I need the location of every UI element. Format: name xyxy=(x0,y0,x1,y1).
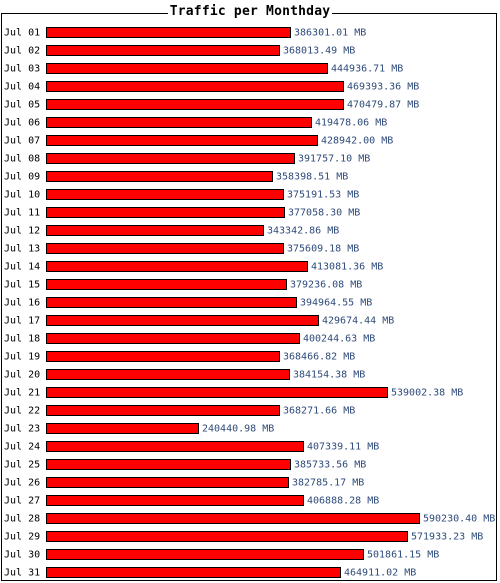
value-label: 539002.38 MB xyxy=(391,388,463,399)
day-label: Jul 26 xyxy=(4,478,40,489)
value-label: 382785.17 MB xyxy=(292,478,364,489)
day-label: Jul 04 xyxy=(4,82,40,93)
value-label: 407339.11 MB xyxy=(307,442,379,453)
value-label: 394964.55 MB xyxy=(300,298,372,309)
value-label: 368271.66 MB xyxy=(283,406,355,417)
day-label: Jul 30 xyxy=(4,550,40,561)
traffic-bar xyxy=(46,513,420,524)
day-label: Jul 23 xyxy=(4,424,40,435)
day-label: Jul 15 xyxy=(4,280,40,291)
traffic-bar xyxy=(46,297,297,308)
value-label: 358398.51 MB xyxy=(276,172,348,183)
traffic-bar xyxy=(46,207,285,218)
value-label: 386301.01 MB xyxy=(294,28,366,39)
day-label: Jul 11 xyxy=(4,208,40,219)
value-label: 375191.53 MB xyxy=(287,190,359,201)
traffic-bar xyxy=(46,315,319,326)
day-label: Jul 17 xyxy=(4,316,40,327)
day-label: Jul 06 xyxy=(4,118,40,129)
value-label: 406888.28 MB xyxy=(307,496,379,507)
day-label: Jul 12 xyxy=(4,226,40,237)
value-label: 377058.30 MB xyxy=(288,208,360,219)
day-label: Jul 09 xyxy=(4,172,40,183)
traffic-bar xyxy=(46,441,304,452)
day-label: Jul 27 xyxy=(4,496,40,507)
value-label: 464911.02 MB xyxy=(344,568,416,579)
value-label: 590230.40 MB xyxy=(423,514,495,525)
day-label: Jul 18 xyxy=(4,334,40,345)
traffic-bar xyxy=(46,225,264,236)
day-label: Jul 22 xyxy=(4,406,40,417)
value-label: 375609.18 MB xyxy=(287,244,359,255)
traffic-bar xyxy=(46,171,273,182)
value-label: 385733.56 MB xyxy=(294,460,366,471)
traffic-bar xyxy=(46,333,300,344)
day-label: Jul 05 xyxy=(4,100,40,111)
day-label: Jul 13 xyxy=(4,244,40,255)
day-label: Jul 03 xyxy=(4,64,40,75)
day-label: Jul 07 xyxy=(4,136,40,147)
traffic-bar xyxy=(46,387,388,398)
value-label: 413081.36 MB xyxy=(311,262,383,273)
day-label: Jul 08 xyxy=(4,154,40,165)
value-label: 428942.00 MB xyxy=(321,136,393,147)
day-label: Jul 14 xyxy=(4,262,40,273)
traffic-bar xyxy=(46,153,295,164)
day-label: Jul 16 xyxy=(4,298,40,309)
traffic-bar xyxy=(46,27,291,38)
value-label: 419478.06 MB xyxy=(315,118,387,129)
value-label: 469393.36 MB xyxy=(347,82,419,93)
day-label: Jul 10 xyxy=(4,190,40,201)
value-label: 501861.15 MB xyxy=(367,550,439,561)
traffic-bar xyxy=(46,495,304,506)
traffic-bar xyxy=(46,369,290,380)
traffic-bar xyxy=(46,531,408,542)
value-label: 368466.82 MB xyxy=(283,352,355,363)
traffic-bar xyxy=(46,459,291,470)
day-label: Jul 25 xyxy=(4,460,40,471)
day-label: Jul 19 xyxy=(4,352,40,363)
traffic-bar xyxy=(46,243,284,254)
day-label: Jul 29 xyxy=(4,532,40,543)
traffic-bar xyxy=(46,279,287,290)
day-label: Jul 31 xyxy=(4,568,40,579)
traffic-bar xyxy=(46,351,280,362)
value-label: 368013.49 MB xyxy=(283,46,355,57)
day-label: Jul 02 xyxy=(4,46,40,57)
traffic-bar xyxy=(46,63,328,74)
value-label: 429674.44 MB xyxy=(322,316,394,327)
traffic-bar xyxy=(46,189,284,200)
traffic-bar xyxy=(46,549,364,560)
traffic-bar xyxy=(46,45,280,56)
day-label: Jul 20 xyxy=(4,370,40,381)
traffic-bar xyxy=(46,405,280,416)
value-label: 384154.38 MB xyxy=(293,370,365,381)
day-label: Jul 24 xyxy=(4,442,40,453)
traffic-bar xyxy=(46,117,312,128)
traffic-bar xyxy=(46,423,199,434)
traffic-bar xyxy=(46,261,308,272)
value-label: 571933.23 MB xyxy=(411,532,483,543)
value-label: 400244.63 MB xyxy=(303,334,375,345)
value-label: 470479.87 MB xyxy=(347,100,419,111)
value-label: 444936.71 MB xyxy=(331,64,403,75)
value-label: 343342.86 MB xyxy=(267,226,339,237)
traffic-bar xyxy=(46,477,289,488)
traffic-bar xyxy=(46,135,318,146)
value-label: 240440.98 MB xyxy=(202,424,274,435)
day-label: Jul 01 xyxy=(4,28,40,39)
chart-title: Traffic per Monthday xyxy=(167,4,333,19)
value-label: 379236.08 MB xyxy=(290,280,362,291)
day-label: Jul 21 xyxy=(4,388,40,399)
traffic-bar xyxy=(46,99,344,110)
traffic-bar xyxy=(46,81,344,92)
chart-title-wrap: Traffic per Monthday xyxy=(0,4,500,19)
value-label: 391757.10 MB xyxy=(298,154,370,165)
day-label: Jul 28 xyxy=(4,514,40,525)
traffic-bar xyxy=(46,567,341,578)
